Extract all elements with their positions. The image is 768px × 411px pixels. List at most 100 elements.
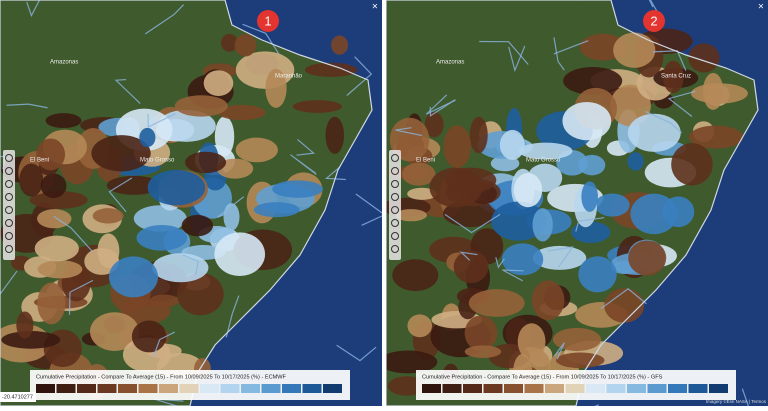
legend-swatch: [200, 384, 219, 393]
legend-swatch: [118, 384, 137, 393]
precip-patch: [407, 314, 432, 337]
precip-patch: [36, 139, 65, 171]
precip-patch: [109, 256, 158, 297]
legend-swatch: [484, 384, 503, 393]
precip-patch: [454, 250, 489, 283]
precip-patch: [578, 256, 616, 292]
legend-swatch: [77, 384, 96, 393]
precip-patch: [628, 114, 681, 152]
precip-patch: [175, 95, 228, 116]
precip-patch: [152, 253, 208, 282]
precip-patch: [469, 289, 525, 317]
legend-swatch: [282, 384, 301, 393]
legend-swatch: [303, 384, 322, 393]
legend-swatch: [422, 384, 441, 393]
precip-patch: [46, 113, 82, 128]
legend-title: Cumulative Precipitation - Compare To Av…: [36, 374, 287, 380]
legend-swatch: [607, 384, 626, 393]
precip-patch: [578, 155, 605, 175]
legend-swatch: [627, 384, 646, 393]
precip-patch: [581, 181, 598, 212]
attribution: Imagery ©Esri NASA | Termos: [706, 398, 767, 404]
precip-patch: [703, 73, 724, 110]
legend-swatch: [709, 384, 728, 393]
legend-swatch: [689, 384, 708, 393]
legend-swatch: [648, 384, 667, 393]
precip-patch: [254, 202, 300, 217]
close-button[interactable]: ×: [372, 2, 378, 13]
legend-swatch: [262, 384, 281, 393]
precip-patch: [613, 33, 655, 68]
coordinates: -20.4710277: [2, 394, 33, 400]
precip-patch: [235, 34, 257, 56]
precip-patch: [556, 352, 605, 368]
precip-patch: [688, 43, 719, 72]
badge-number: 2: [650, 13, 657, 28]
precip-patch: [204, 70, 234, 96]
legend-swatch: [159, 384, 178, 393]
precip-patch: [331, 35, 348, 54]
precip-patch: [41, 174, 67, 198]
legend-swatch: [57, 384, 76, 393]
precip-patch: [38, 260, 83, 278]
precip-patch: [93, 208, 124, 223]
precip-patch: [182, 215, 213, 236]
place-label: Maranhão: [275, 74, 303, 80]
precip-patch: [627, 152, 643, 170]
place-label: El Beni: [30, 158, 49, 164]
legend-title: Cumulative Precipitation - Compare To Av…: [422, 374, 663, 380]
precip-patch: [562, 102, 611, 140]
legend-swatch: [668, 384, 687, 393]
toolbar: [389, 150, 401, 260]
precip-patch: [514, 173, 542, 207]
place-label: Mato Grosso: [140, 158, 175, 164]
precip-patch: [532, 280, 565, 320]
precip-patch: [595, 193, 630, 216]
precip-patch: [185, 152, 226, 173]
precip-patch: [430, 167, 483, 207]
toolbar: [3, 150, 15, 260]
precip-patch: [236, 138, 278, 163]
precip-patch: [16, 311, 33, 338]
precip-patch: [272, 180, 323, 197]
precip-patch: [500, 130, 525, 160]
precip-patch: [132, 320, 167, 352]
precip-patch: [402, 163, 435, 186]
legend-swatch: [545, 384, 564, 393]
precip-patch: [532, 208, 552, 241]
precip-patch: [628, 240, 666, 275]
legend-swatch: [504, 384, 523, 393]
precip-patch: [379, 350, 437, 373]
legend-swatch: [463, 384, 482, 393]
legend-swatch: [566, 384, 585, 393]
precip-patch: [149, 294, 179, 307]
precip-patch: [148, 170, 205, 205]
precip-patch: [518, 323, 546, 360]
precip-patch: [392, 259, 438, 291]
precip-patch: [662, 196, 694, 227]
legend-swatch: [323, 384, 342, 393]
legend-swatch: [98, 384, 117, 393]
precip-patch: [37, 283, 65, 325]
place-label: Santa Cruz: [661, 74, 691, 80]
precip-patch: [604, 288, 644, 323]
legend-swatch: [180, 384, 199, 393]
precip-patch: [470, 117, 488, 154]
precip-patch: [136, 225, 187, 251]
close-button[interactable]: ×: [758, 2, 764, 13]
precip-patch: [223, 203, 239, 231]
legend-swatch: [139, 384, 158, 393]
legend-swatch: [36, 384, 55, 393]
precip-patch: [671, 143, 713, 185]
precip-patch: [214, 232, 265, 276]
place-label: Amazonas: [50, 60, 78, 66]
precip-patch: [443, 125, 471, 168]
legend-swatch: [586, 384, 605, 393]
place-label: Amazonas: [436, 60, 464, 66]
precip-patch: [293, 100, 342, 113]
precip-patch: [465, 345, 502, 358]
